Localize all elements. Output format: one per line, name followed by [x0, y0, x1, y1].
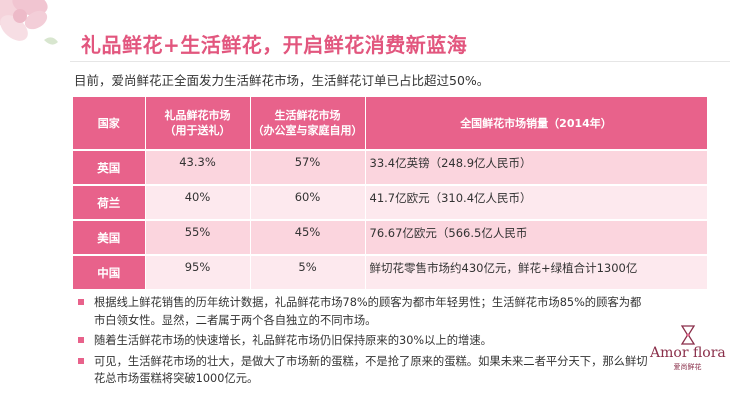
- logo-subtitle: 爱尚鲜花: [673, 363, 702, 371]
- sales-cell: 33.4亿英镑（248.9亿人民币）: [365, 150, 708, 186]
- country-cell: 荷兰: [73, 185, 146, 221]
- life-share-cell: 45%: [250, 220, 366, 256]
- page-title: 礼品鲜花+生活鲜花，开启鲜花消费新蓝海: [81, 33, 468, 57]
- note-item: 根据线上鲜花销售的历年统计数据，礼品鲜花市场78%的顾客为都市年轻男性；生活鲜花…: [78, 294, 648, 329]
- table-row: 英国 43.3% 57% 33.4亿英镑（248.9亿人民币）: [73, 150, 708, 186]
- life-share-cell: 60%: [250, 185, 366, 221]
- square-bullet-icon: [78, 299, 84, 305]
- gift-share-cell: 43.3%: [145, 150, 251, 186]
- table-row: 中国 95% 5% 鲜切花零售市场约430亿元，鲜花+绿植合计1300亿: [73, 255, 708, 291]
- logo-name: Amor flora: [650, 345, 726, 361]
- hourglass-flower-icon: [680, 325, 695, 345]
- brand-logo: Amor flora 爱尚鲜花: [650, 325, 726, 372]
- country-cell: 美国: [73, 220, 146, 256]
- note-item: 可见，生活鲜花市场的壮大，是做大了市场新的蛋糕，不是抢了原来的蛋糕。如果未来二者…: [78, 353, 648, 388]
- life-share-cell: 5%: [250, 255, 366, 291]
- square-bullet-icon: [78, 357, 84, 364]
- note-text: 根据线上鲜花销售的历年统计数据，礼品鲜花市场78%的顾客为都市年轻男性；生活鲜花…: [94, 296, 642, 327]
- intro-text: 目前，爱尚鲜花正全面发力生活鲜花市场，生活鲜花订单已占比超过50%。: [74, 73, 490, 88]
- country-cell: 中国: [73, 255, 146, 291]
- square-bullet-icon: [78, 337, 84, 343]
- title-divider: [70, 61, 730, 62]
- header-life-line1: 生活鲜花市场: [274, 109, 341, 122]
- gift-share-cell: 55%: [145, 220, 251, 256]
- gift-share-cell: 95%: [145, 255, 251, 291]
- header-sales: 全国鲜花市场销量（2014年）: [365, 97, 708, 151]
- note-text: 随着生活鲜花市场的快速增长，礼品鲜花市场仍旧保持原来的30%以上的增速。: [94, 334, 492, 347]
- header-gift-market: 礼品鲜花市场 （用于送礼）: [145, 97, 251, 151]
- header-life-line2: （办公室与家庭自用）: [252, 124, 363, 137]
- note-item: 随着生活鲜花市场的快速增长，礼品鲜花市场仍旧保持原来的30%以上的增速。: [78, 332, 648, 350]
- gift-share-cell: 40%: [145, 185, 251, 221]
- header-life-market: 生活鲜花市场 （办公室与家庭自用）: [250, 97, 366, 151]
- note-text: 可见，生活鲜花市场的壮大，是做大了市场新的蛋糕，不是抢了原来的蛋糕。如果未来二者…: [94, 354, 648, 386]
- sales-cell: 76.67亿欧元（566.5亿人民币: [365, 220, 708, 256]
- corner-flower-decoration: [0, 0, 64, 58]
- country-cell: 英国: [73, 150, 146, 186]
- header-gift-line1: 礼品鲜花市场: [164, 109, 231, 122]
- header-gift-line2: （用于送礼）: [164, 124, 231, 137]
- sales-cell: 鲜切花零售市场约430亿元，鲜花+绿植合计1300亿: [365, 255, 708, 291]
- flower-icon: [0, 0, 58, 45]
- notes-list: 根据线上鲜花销售的历年统计数据，礼品鲜花市场78%的顾客为都市年轻男性；生活鲜花…: [78, 294, 648, 391]
- table-row: 美国 55% 45% 76.67亿欧元（566.5亿人民币: [73, 220, 708, 256]
- header-country: 国家: [73, 97, 146, 151]
- life-share-cell: 57%: [250, 150, 366, 186]
- market-table: 国家 礼品鲜花市场 （用于送礼） 生活鲜花市场 （办公室与家庭自用） 全国鲜花市…: [73, 97, 708, 291]
- table-header-row: 国家 礼品鲜花市场 （用于送礼） 生活鲜花市场 （办公室与家庭自用） 全国鲜花市…: [73, 97, 708, 151]
- table-row: 荷兰 40% 60% 41.7亿欧元（310.4亿人民币）: [73, 185, 708, 221]
- sales-cell: 41.7亿欧元（310.4亿人民币）: [365, 185, 708, 221]
